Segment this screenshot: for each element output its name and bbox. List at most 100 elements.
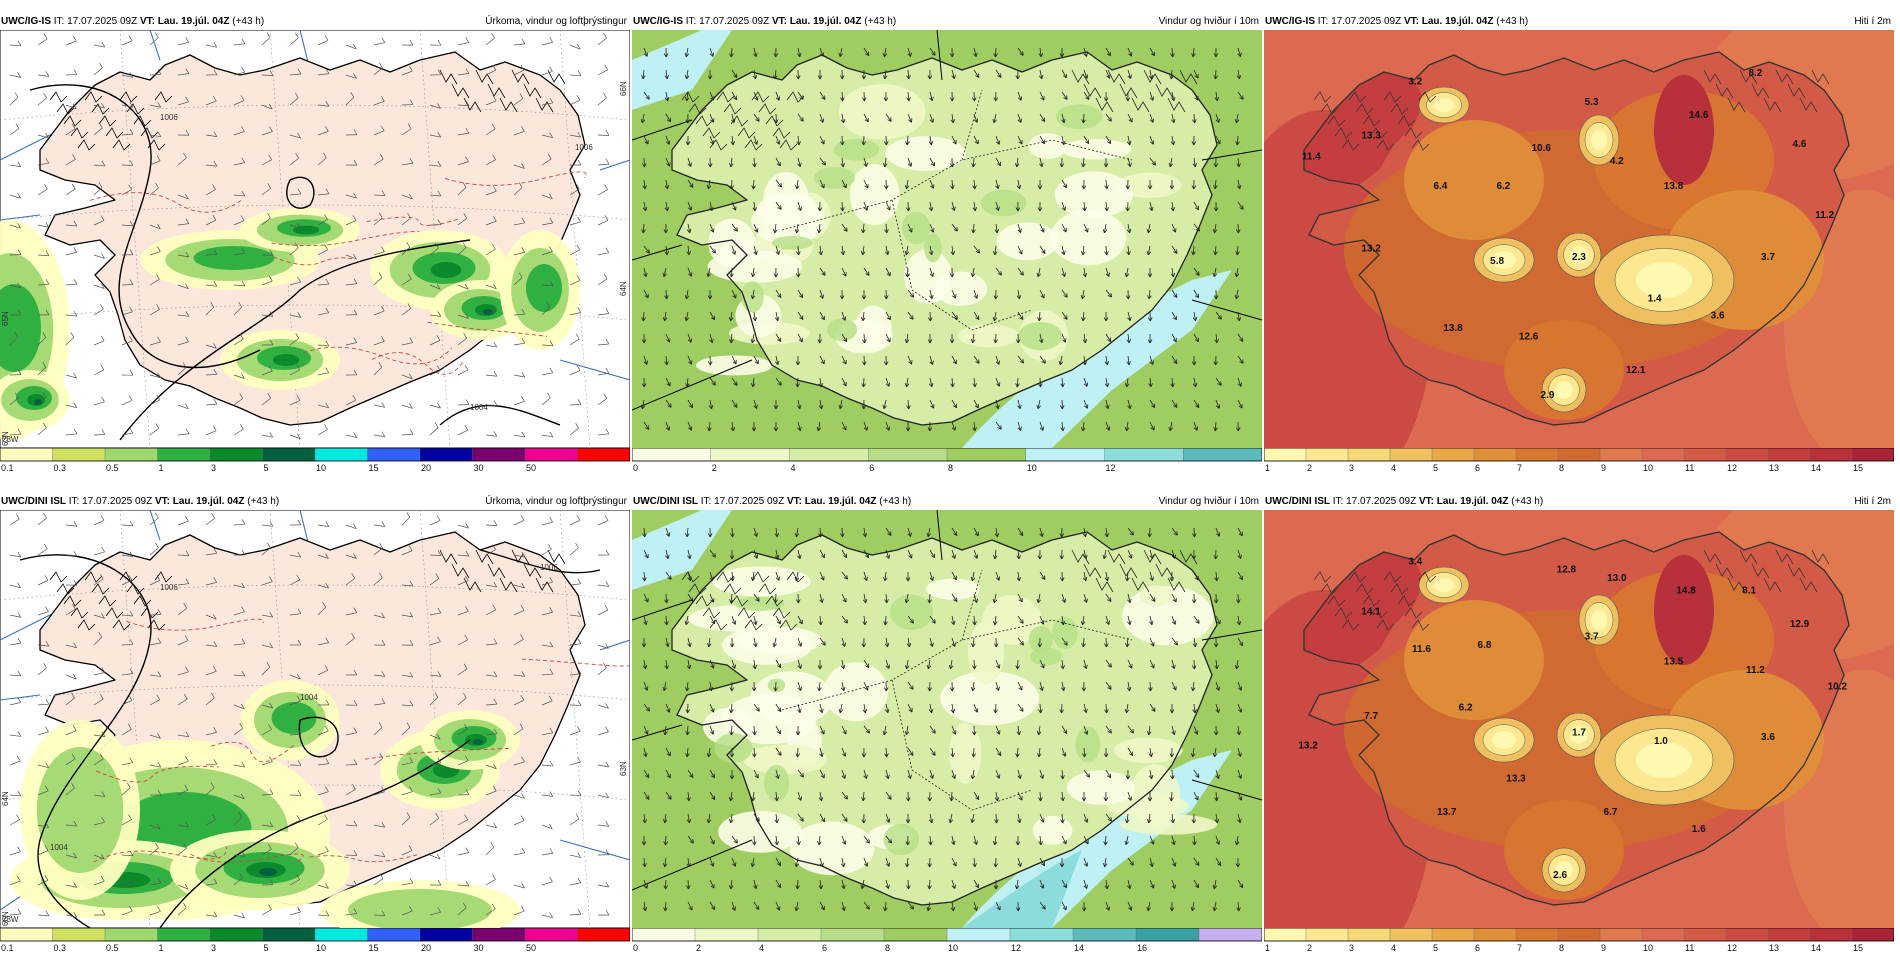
legend-swatch <box>473 448 526 461</box>
legend-swatch <box>368 448 421 461</box>
legend-label: 4 <box>791 463 796 473</box>
vt-label: VT: <box>1419 496 1434 507</box>
latitude-label: 63N <box>619 761 628 776</box>
it-label: IT: <box>1333 496 1344 507</box>
legend-swatch <box>0 448 53 461</box>
it-label: IT: <box>1318 16 1329 27</box>
valid-time: Lau. 19.júl. 04Z <box>158 16 230 27</box>
legend-label: 5 <box>1433 943 1438 953</box>
init-time: 17.07.2025 09Z <box>1346 496 1416 507</box>
legend-label: 13 <box>1769 463 1779 473</box>
legend-swatch <box>53 448 106 461</box>
temperature-value: 5.8 <box>1490 256 1504 267</box>
longitude-label: 23W <box>2 435 19 444</box>
legend-label: 12 <box>1727 463 1737 473</box>
isobar-label: 1006 <box>540 563 558 572</box>
legend-label: 0 <box>633 463 638 473</box>
legend-label: 10 <box>316 463 326 473</box>
temperature-value: 12.1 <box>1626 365 1646 376</box>
legend-label: 5 <box>264 943 269 953</box>
temperature-value: 13.3 <box>1361 131 1381 142</box>
legend-label: 6 <box>869 463 874 473</box>
temperature-value: 13.7 <box>1437 807 1457 818</box>
legend-swatch <box>1264 448 1307 461</box>
temperature-value: 8.1 <box>1742 586 1756 597</box>
model-name: UWC/DINI ISL <box>1 496 66 507</box>
legend-label: 0 <box>633 943 638 953</box>
legend-label: 8 <box>1559 943 1564 953</box>
temperature-value: 14.8 <box>1676 586 1696 597</box>
legend-label: 13 <box>1769 943 1779 953</box>
temperature-value: 3.4 <box>1408 556 1422 567</box>
product-name: Hiti í 2m <box>1854 14 1891 30</box>
temperature-value: 3.6 <box>1711 310 1725 321</box>
legend-swatch <box>1136 928 1200 941</box>
legend-swatch <box>1684 928 1727 941</box>
temperature-value: 6.2 <box>1496 181 1510 192</box>
lead-time: (+43 h) <box>864 16 896 27</box>
legend-label: 15 <box>369 463 379 473</box>
panel-title: UWC/IG-IS IT: 17.07.2025 09Z VT: Lau. 19… <box>1264 14 1894 30</box>
legend-swatch <box>1306 448 1349 461</box>
model-name: UWC/DINI ISL <box>1265 496 1330 507</box>
it-label: IT: <box>701 496 712 507</box>
temperature-value: 13.3 <box>1506 774 1526 785</box>
temperature-value: 13.2 <box>1361 244 1381 255</box>
legend-label: 15 <box>1853 463 1863 473</box>
latitude-label: 64N <box>1 791 10 806</box>
legend-swatch <box>868 448 947 461</box>
temperature-value: 12.9 <box>1790 619 1810 630</box>
it-label: IT: <box>54 16 65 27</box>
legend-label: 10 <box>948 943 958 953</box>
legend-swatch <box>525 928 578 941</box>
lead-time: (+43 h) <box>879 496 911 507</box>
legend-label: 0.1 <box>1 463 14 473</box>
legend-label: 0.3 <box>54 463 67 473</box>
init-time: 17.07.2025 09Z <box>714 496 784 507</box>
legend-swatch <box>1600 928 1643 941</box>
init-time: 17.07.2025 09Z <box>67 16 137 27</box>
legend-label: 30 <box>474 943 484 953</box>
product-name: Hiti í 2m <box>1854 494 1891 510</box>
legend-label: 30 <box>474 463 484 473</box>
legend-label: 14 <box>1811 463 1821 473</box>
legend-swatch <box>1684 448 1727 461</box>
temperature-value: 11.2 <box>1815 210 1834 221</box>
legend-swatch <box>210 928 263 941</box>
legend-label: 8 <box>885 943 890 953</box>
legend-swatch <box>1726 928 1769 941</box>
legend-swatch <box>1390 928 1433 941</box>
legend-label: 0.3 <box>54 943 67 953</box>
legend-swatch <box>1852 928 1894 941</box>
legend-swatch <box>105 928 158 941</box>
latitude-label: 65N <box>1 311 10 326</box>
temperature-value: 3.6 <box>1761 732 1775 743</box>
legend-label: 9 <box>1601 943 1606 953</box>
temperature-value: 1.4 <box>1648 294 1662 305</box>
temperature-value: 6.7 <box>1604 807 1618 818</box>
legend-swatch <box>1306 928 1349 941</box>
legend-label: 9 <box>1601 463 1606 473</box>
legend-label: 20 <box>421 943 431 953</box>
legend-swatch <box>578 448 631 461</box>
legend-swatch <box>884 928 948 941</box>
legend-swatch <box>53 928 106 941</box>
legend-swatch <box>1026 448 1105 461</box>
legend-label: 7 <box>1517 943 1522 953</box>
model-name: UWC/IG-IS <box>1265 16 1315 27</box>
temperature-value: 10.6 <box>1531 143 1551 154</box>
panel-ig-temp: UWC/IG-IS IT: 17.07.2025 09Z VT: Lau. 19… <box>1264 14 1894 474</box>
legend-swatch <box>1726 448 1769 461</box>
temperature-value: 11.6 <box>1412 644 1431 655</box>
legend-swatch <box>158 448 211 461</box>
temperature-value: 10.2 <box>1828 682 1848 693</box>
legend-label: 16 <box>1137 943 1147 953</box>
legend-swatch <box>0 928 53 941</box>
valid-time: Lau. 19.júl. 04Z <box>1437 496 1509 507</box>
legend-label: 11 <box>1685 943 1694 953</box>
temperature-value: 14.1 <box>1361 607 1381 618</box>
